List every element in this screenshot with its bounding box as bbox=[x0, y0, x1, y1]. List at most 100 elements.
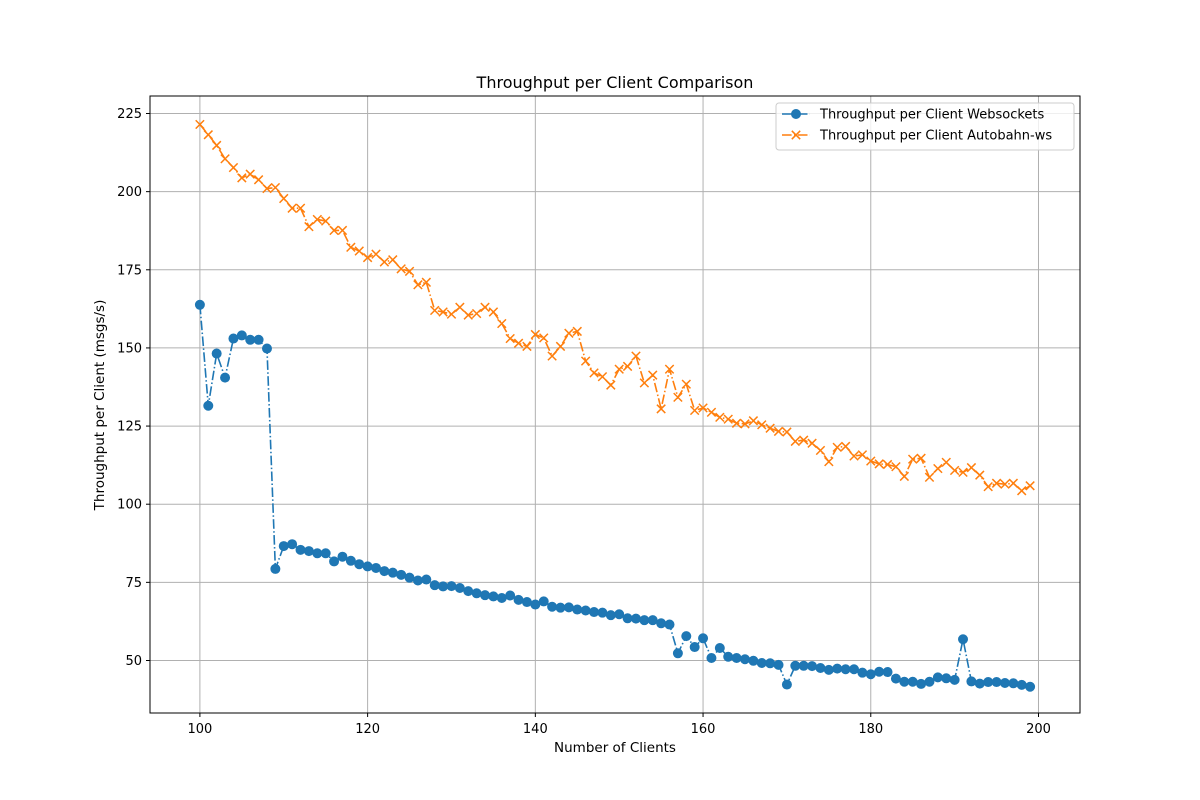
data-point bbox=[773, 659, 784, 670]
legend-marker-swatch bbox=[791, 109, 801, 119]
data-point bbox=[647, 615, 658, 626]
data-point bbox=[563, 602, 574, 613]
data-point bbox=[589, 607, 600, 618]
data-point bbox=[781, 679, 792, 690]
legend-entry: Throughput per Client Websockets bbox=[782, 108, 1045, 123]
data-point bbox=[865, 669, 876, 680]
data-point bbox=[681, 379, 692, 389]
data-point bbox=[815, 445, 826, 456]
data-point bbox=[631, 351, 641, 361]
data-point bbox=[907, 454, 918, 464]
data-point bbox=[253, 175, 264, 185]
data-point bbox=[312, 214, 323, 225]
data-point bbox=[270, 563, 281, 574]
data-point bbox=[412, 575, 423, 586]
data-point bbox=[270, 182, 281, 193]
data-point bbox=[924, 472, 935, 483]
data-point bbox=[538, 596, 549, 607]
data-point bbox=[605, 610, 616, 621]
data-point bbox=[1016, 486, 1027, 496]
y-tick-label: 125 bbox=[117, 420, 142, 435]
data-point bbox=[790, 436, 801, 447]
data-point bbox=[438, 307, 448, 317]
data-point bbox=[991, 478, 1002, 488]
data-point bbox=[958, 634, 969, 645]
data-point bbox=[463, 586, 474, 597]
data-point bbox=[815, 662, 826, 673]
data-point bbox=[572, 604, 583, 615]
data-point bbox=[983, 481, 993, 492]
y-axis-label: Throughput per Client (msgs/s) bbox=[92, 300, 108, 512]
data-point bbox=[974, 678, 985, 689]
data-point bbox=[497, 318, 507, 329]
data-point bbox=[916, 678, 927, 689]
x-tick-label: 120 bbox=[355, 722, 380, 737]
data-point bbox=[673, 392, 683, 403]
data-point bbox=[606, 380, 616, 390]
data-point bbox=[245, 169, 255, 179]
data-point bbox=[396, 569, 407, 580]
data-point bbox=[748, 416, 759, 426]
series-1 bbox=[194, 299, 1036, 692]
data-point bbox=[832, 663, 843, 674]
data-point bbox=[404, 266, 415, 277]
data-point bbox=[622, 613, 633, 624]
data-point bbox=[438, 581, 449, 592]
data-point bbox=[488, 307, 499, 317]
data-point bbox=[840, 441, 851, 452]
data-point bbox=[672, 648, 683, 659]
data-point bbox=[446, 309, 457, 319]
data-point bbox=[279, 193, 289, 204]
data-point bbox=[471, 308, 482, 319]
data-point bbox=[966, 676, 977, 687]
data-point bbox=[505, 590, 516, 601]
data-point bbox=[538, 333, 549, 343]
x-axis-label: Number of Clients bbox=[554, 740, 676, 756]
data-point bbox=[228, 162, 239, 173]
data-point bbox=[320, 548, 331, 559]
data-point bbox=[782, 427, 792, 437]
data-point bbox=[597, 607, 608, 618]
data-point bbox=[773, 426, 784, 437]
data-point bbox=[664, 619, 675, 630]
data-point bbox=[739, 654, 750, 665]
data-point bbox=[362, 252, 373, 263]
data-point bbox=[757, 420, 767, 430]
series-line bbox=[199, 123, 1031, 492]
data-point bbox=[740, 419, 750, 429]
y-tick-label: 75 bbox=[125, 576, 142, 591]
data-point bbox=[463, 310, 473, 320]
data-point bbox=[656, 618, 667, 629]
data-point bbox=[765, 658, 776, 669]
data-point bbox=[580, 356, 591, 366]
data-point bbox=[220, 154, 230, 164]
data-point bbox=[261, 343, 272, 354]
data-point bbox=[396, 264, 406, 274]
data-point bbox=[404, 572, 415, 583]
data-point bbox=[530, 599, 541, 610]
x-tick-label: 100 bbox=[187, 722, 212, 737]
data-point bbox=[848, 664, 859, 675]
data-point bbox=[555, 602, 566, 613]
data-point bbox=[379, 257, 390, 267]
data-point bbox=[555, 341, 566, 352]
data-point bbox=[882, 667, 893, 678]
data-point bbox=[329, 225, 339, 236]
data-point bbox=[807, 661, 818, 672]
data-point bbox=[345, 555, 356, 566]
data-point bbox=[513, 338, 524, 348]
data-point bbox=[824, 456, 834, 467]
data-point bbox=[429, 580, 440, 591]
data-point bbox=[488, 591, 499, 602]
data-point bbox=[237, 173, 247, 183]
data-point bbox=[278, 541, 289, 552]
data-point bbox=[958, 467, 968, 478]
data-point bbox=[371, 562, 382, 573]
legend: Throughput per Client Websockets Throughp… bbox=[775, 102, 1075, 151]
data-point bbox=[622, 361, 633, 372]
data-point bbox=[807, 438, 817, 448]
grid-lines bbox=[150, 96, 1080, 713]
data-point bbox=[572, 326, 582, 337]
data-point bbox=[236, 330, 247, 341]
